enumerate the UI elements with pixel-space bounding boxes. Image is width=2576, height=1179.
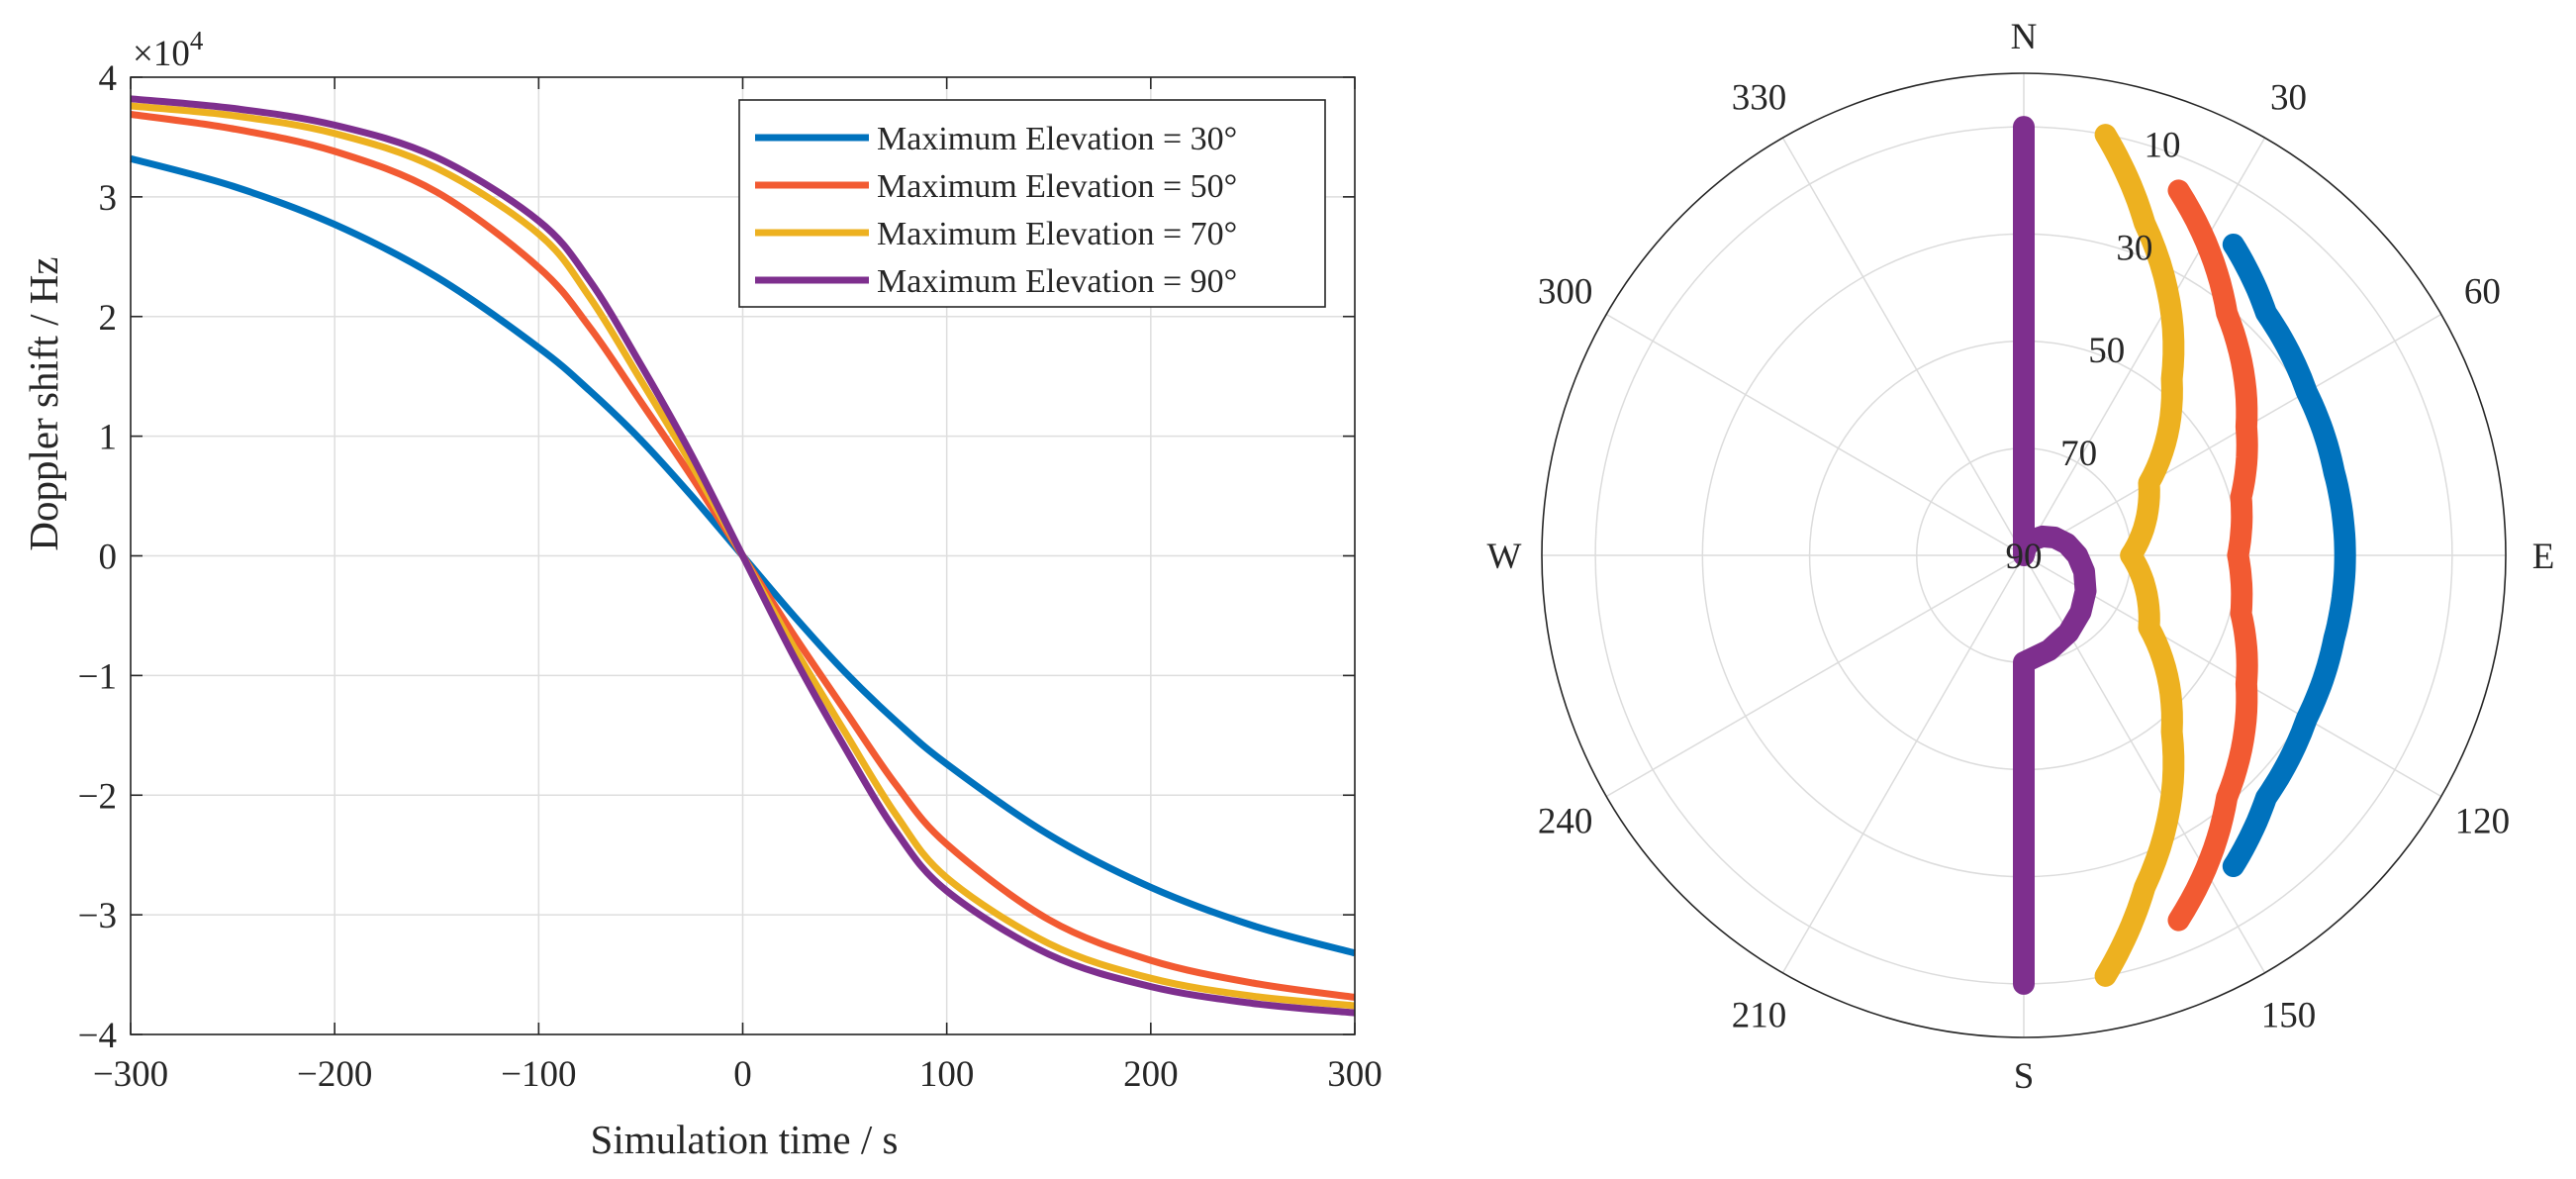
legend: Maximum Elevation = 30° Maximum Elevation… [738,99,1326,308]
doppler-line-chart: −300 −200 −100 0 100 200 300 −4 −3 −2 −1 0 1 2 3 4 Sim… [21,26,1383,1162]
y-tick-label: 2 [99,298,118,339]
y-tick-label: 0 [99,538,118,578]
polar-track-2 [2167,179,2258,932]
x-tick-label: 0 [733,1054,752,1095]
polar-track-3 [2094,124,2185,987]
y-tick-label: 3 [99,178,118,219]
radial-tick-label: 90 [2006,537,2043,577]
angle-tick-label: 60 [2464,272,2501,313]
x-tick-label: −300 [93,1054,168,1095]
compass-label-north: N [2011,17,2038,57]
polar-track-1 [2222,234,2356,877]
polar-track-4 [2013,116,2097,995]
y-axis-label: Doppler shift / Hz [21,256,66,550]
legend-label-4: Maximum Elevation = 90° [877,263,1237,300]
y-tick-label: −2 [78,776,117,817]
angle-tick-label: 330 [1732,78,1787,119]
x-tick-label: 300 [1327,1054,1383,1095]
angle-tick-label: 300 [1538,272,1593,313]
angle-tick-label: 120 [2455,802,2511,842]
exponent-base: ×10 [133,34,190,74]
x-tick-label: −200 [297,1054,372,1095]
legend-label-3: Maximum Elevation = 70° [877,216,1237,252]
spoke-gridline [2023,313,2442,556]
spoke-gridline [1605,554,2025,798]
spoke-gridline [2023,137,2266,556]
y-tick-label: −3 [78,896,117,936]
x-tick-label: 200 [1123,1054,1179,1095]
x-tick-labels: −300 −200 −100 0 100 200 300 [93,1054,1383,1095]
y-tick-label: −1 [78,656,117,697]
legend-label-1: Maximum Elevation = 30° [877,121,1237,157]
polar-outer-ring [1541,72,2507,1038]
radial-tick-label: 10 [2145,125,2181,165]
angle-tick-label: 210 [1732,995,1787,1035]
radial-tick-label: 70 [2060,434,2097,474]
polar-tracks [2013,116,2356,995]
spoke-gridline [1605,313,2025,556]
line-chart-series [130,95,1356,1017]
angle-tick-label: 150 [2261,995,2317,1035]
exponent-power: 4 [190,26,204,55]
series-line-4 [130,95,1356,1017]
compass-labels: N E S W [1487,17,2555,1097]
y-tick-label: 1 [99,418,118,458]
radial-tick-label: 30 [2116,228,2152,268]
compass-label-west: W [1487,537,1522,577]
angle-tick-label: 30 [2270,78,2307,119]
radial-tick-labels: 10 30 50 70 90 [2006,125,2181,577]
angle-tick-label: 240 [1538,802,1593,842]
x-tick-label: −100 [501,1054,576,1095]
line-chart-ticks [130,76,1356,1035]
compass-label-east: E [2532,537,2555,577]
legend-label-2: Maximum Elevation = 50° [877,168,1237,205]
y-tick-label: 4 [99,58,118,99]
compass-label-south: S [2014,1056,2035,1097]
y-tick-labels: −4 −3 −2 −1 0 1 2 3 4 [78,58,117,1056]
x-axis-label: Simulation time / s [591,1117,899,1162]
radial-tick-label: 50 [2088,331,2125,371]
spoke-gridline [1781,137,2025,556]
spoke-gridline [1781,554,2025,974]
x-tick-label: 100 [919,1054,975,1095]
angle-tick-labels: 30 60 120 150 210 240 300 330 [1538,78,2510,1036]
polar-sky-plot: 10 30 50 70 90 30 60 120 150 210 240 300 330 N E S W [1487,17,2555,1097]
y-tick-label: −4 [78,1016,117,1056]
exponent-multiplier: ×104 [133,26,204,74]
